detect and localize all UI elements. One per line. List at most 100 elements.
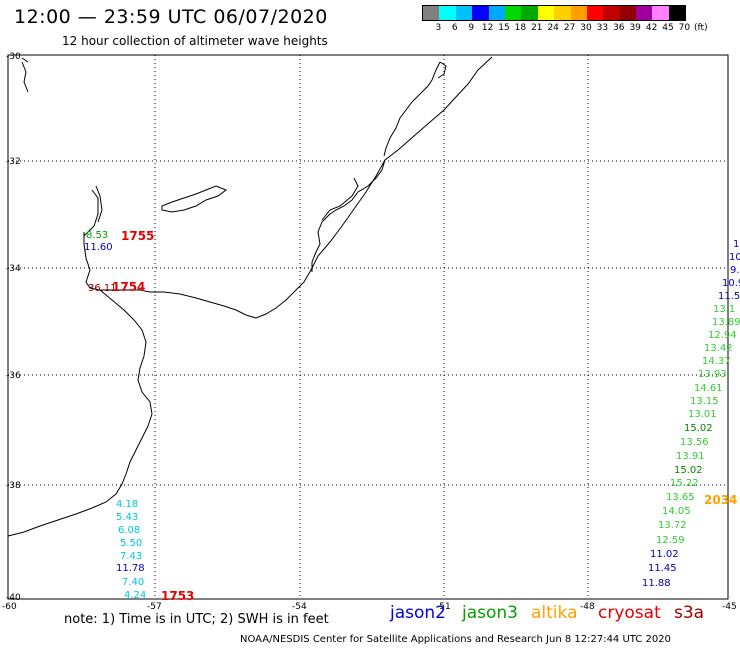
lat-label: -38 [6,481,21,491]
legend-swatch [504,6,522,20]
legend-swatch [619,6,637,20]
lon-label: -60 [2,602,17,612]
legend-labels: 3 6 9 12 15 18 21 24 27 30 33 36 39 42 45 70 (ft) [422,21,708,35]
legend-swatch [554,6,571,20]
wave-height-value: 4.24 [124,590,147,601]
wave-height-value: 13.42 [704,343,733,354]
coastline [7,56,493,537]
pass-time-label: 1753 [161,589,195,603]
wave-height-value: 13.56 [680,437,709,448]
wave-height-value: 8.53 [86,230,109,241]
wave-height-value: 6.08 [118,525,141,536]
wave-height-value: 15.22 [670,478,699,489]
wave-height-value: 10 [729,252,740,263]
legend-tick-label: 70 [678,23,691,33]
wave-height-value: 11.88 [642,578,671,589]
wave-height-value: 5.43 [116,512,139,523]
satellite-legend-s3a: s3a [674,603,705,623]
wave-height-value: 13.65 [666,492,695,503]
wave-height-value: 12.94 [708,330,737,341]
satellite-legend-altika: altika [531,603,578,623]
wave-height-value: 5.50 [120,538,143,549]
legend-tick-label: (ft) [694,23,708,33]
lat-label: -34 [6,264,21,274]
legend-tick-label: 30 [580,23,592,33]
legend-swatch [488,6,505,20]
legend-swatch [439,6,456,20]
color-legend: 3 6 9 12 15 18 21 24 27 30 33 36 39 42 45 70 (ft) [422,5,708,35]
legend-tick-label: 12 [481,23,494,33]
wave-height-value: 1( [733,239,740,250]
wave-height-value: 4.18 [116,499,139,510]
lon-label: -45 [722,602,737,612]
legend-swatch [537,6,555,20]
graticule [8,55,728,599]
satellite-legend-jason3: jason3 [462,603,518,623]
legend-swatch [652,6,669,20]
satellite-legend-cryosat: cryosat [598,603,661,623]
wave-height-value: 13.91 [676,451,705,462]
legend-swatch [423,6,440,20]
wave-height-value: 12.59 [656,535,685,546]
legend-swatch [472,6,489,20]
wave-height-value: 13.1 [713,304,736,315]
wave-height-value: 9. [730,265,740,276]
legend-swatch [455,6,473,20]
wave-height-value: 13.01 [688,409,717,420]
pass-time-label: 1755 [121,229,155,243]
lat-label: -30 [6,52,21,62]
legend-swatch [586,6,604,20]
pass-time-label: 1754 [112,280,146,294]
lon-label: -57 [147,602,162,612]
wave-height-value: 13.72 [658,520,687,531]
credit-line: NOAA/NESDIS Center for Satellite Applica… [240,634,671,645]
map-subtitle: 12 hour collection of altimeter wave hei… [62,34,328,48]
legend-tick-label: 45 [662,23,674,33]
satellite-legend-jason2: jason2 [390,603,446,623]
wave-height-value: 13.15 [690,396,719,407]
legend-tick-label: 36 [613,23,625,33]
wave-height-value: 11.02 [650,549,679,560]
legend-tick-label: 42 [645,23,658,33]
legend-tick-label: 27 [563,23,576,33]
legend-tick-label: 18 [514,23,527,33]
legend-tick-label: 24 [547,23,559,33]
wave-height-value: 7.40 [122,577,145,588]
legend-tick-label: 9 [468,23,475,33]
legend-tick-label: 3 [435,23,442,33]
legend-swatches [422,5,687,21]
legend-tick-label: 15 [498,23,510,33]
lat-label: -36 [6,371,21,381]
wave-height-value: 15.02 [684,423,713,434]
legend-swatch [636,6,653,20]
legend-tick-label: 21 [531,23,543,33]
wave-height-value: 11.78 [116,563,145,574]
wave-height-value: 13.93 [698,369,727,380]
wave-height-value: 15.02 [674,465,703,476]
wave-height-value: 13.89 [712,317,740,328]
lon-label: -48 [580,602,595,612]
wave-height-value: 11.5 [718,291,740,302]
lon-label: -54 [292,602,307,612]
footnote: note: 1) Time is in UTC; 2) SWH is in fe… [64,612,329,627]
legend-swatch [603,6,620,20]
lat-label: -32 [6,157,21,167]
wave-height-value: 14.05 [662,506,691,517]
wave-height-value: 11.60 [84,242,113,253]
legend-swatch [668,6,686,20]
legend-tick-label: 33 [596,23,609,33]
wave-height-value: 11.45 [648,563,677,574]
lat-label: -40 [6,593,21,603]
map-frame [7,54,729,600]
wave-height-value: 36.11 [88,283,117,294]
map-title: 12:00 — 23:59 UTC 06/07/2020 [14,6,328,28]
wave-height-value: 10.9 [722,278,740,289]
legend-tick-label: 39 [629,23,641,33]
pass-time-label: 2034 [704,493,738,507]
wave-height-value: 7.43 [120,551,143,562]
legend-tick-label: 6 [451,23,458,33]
legend-swatch [521,6,538,20]
wave-height-value: 14.37 [702,356,731,367]
lon-label: -51 [436,602,451,612]
legend-swatch [570,6,587,20]
